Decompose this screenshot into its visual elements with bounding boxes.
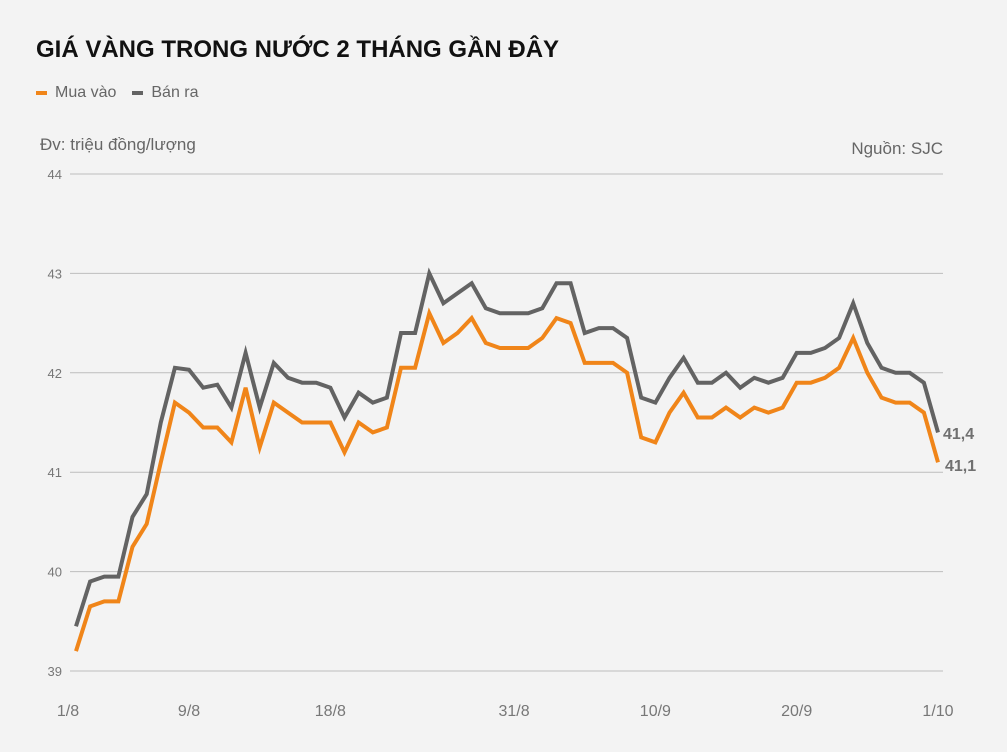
legend-item-buy: Mua vào <box>36 84 116 102</box>
legend-item-sell: Bán ra <box>132 84 199 102</box>
y-tick-label: 44 <box>48 167 62 182</box>
y-tick-label: 39 <box>48 664 62 679</box>
legend-label-sell: Bán ra <box>151 84 199 101</box>
end-label-buy: 41,1 <box>945 458 976 475</box>
x-tick-label: 20/9 <box>781 703 812 720</box>
x-tick-label: 18/8 <box>315 703 346 720</box>
y-tick-label: 41 <box>48 465 62 480</box>
legend-label-buy: Mua vào <box>55 84 117 101</box>
y-tick-label: 42 <box>48 366 62 381</box>
legend: Mua vào Bán ra <box>36 84 215 102</box>
x-tick-label: 1/10 <box>922 703 953 720</box>
gridlines <box>70 173 943 672</box>
series-line-buy <box>74 307 940 652</box>
legend-swatch-sell <box>132 91 144 95</box>
y-tick-label: 40 <box>48 565 62 580</box>
unit-label: Đv: triệu đồng/lượng <box>40 135 196 154</box>
legend-swatch-buy <box>36 91 47 95</box>
series-line-sell <box>74 267 940 627</box>
x-tick-label: 1/8 <box>57 703 79 720</box>
x-tick-label: 9/8 <box>178 703 200 720</box>
y-axis-ticks: 39 40 41 42 43 44 <box>48 167 62 679</box>
x-tick-label: 31/8 <box>498 703 529 720</box>
x-axis-ticks: 1/8 9/8 18/8 31/8 10/9 20/9 1/10 <box>57 703 954 720</box>
chart-title: GIÁ VÀNG TRONG NƯỚC 2 THÁNG GẦN ĐÂY <box>36 36 560 63</box>
end-label-sell: 41,4 <box>943 426 974 443</box>
x-tick-label: 10/9 <box>640 703 671 720</box>
source-label: Nguồn: SJC <box>851 139 943 158</box>
y-tick-label: 43 <box>48 266 62 281</box>
